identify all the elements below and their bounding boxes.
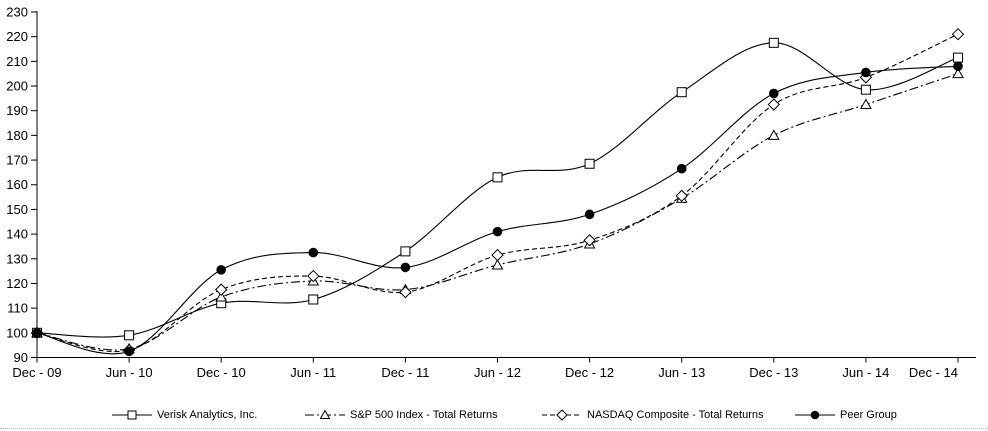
diamond-open-icon	[556, 409, 568, 421]
chart-legend: Verisk Analytics, Inc. S&P 500 Index - To…	[0, 404, 988, 428]
y-axis-tick-label: 150	[6, 202, 28, 217]
data-point-nasdaq-composite-total-returns	[951, 27, 965, 41]
data-point-s-p-500-index-total-returns	[215, 291, 228, 302]
y-axis-tick-label: 110	[7, 301, 28, 316]
data-point-peer-group	[216, 265, 226, 275]
data-point-verisk-analytics-inc	[676, 87, 687, 98]
x-axis-tick-label: Dec - 10	[197, 365, 246, 380]
square-open-icon	[127, 410, 137, 420]
series-line-s-p-500-index-total-returns	[36, 73, 959, 351]
data-point-peer-group	[676, 163, 687, 174]
y-axis-tick-label: 220	[6, 29, 28, 44]
y-axis-tick-label: 180	[6, 128, 28, 143]
y-axis-tick-label: 90	[14, 350, 28, 365]
data-point-verisk-analytics-inc	[953, 52, 963, 63]
data-point-s-p-500-index-total-returns	[952, 67, 964, 79]
y-axis-tick-label: 100	[6, 325, 28, 340]
x-axis-tick-label: Jun - 12	[474, 365, 521, 380]
data-point-nasdaq-composite-total-returns	[214, 283, 228, 296]
data-point-verisk-analytics-inc	[584, 158, 595, 169]
data-point-s-p-500-index-total-returns	[491, 258, 504, 270]
legend-item-peer-group: Peer Group	[795, 408, 897, 422]
data-point-verisk-analytics-inc	[492, 172, 503, 183]
data-point-nasdaq-composite-total-returns	[675, 189, 688, 203]
data-point-verisk-analytics-inc	[860, 84, 871, 95]
y-axis-tick-label: 190	[6, 103, 28, 118]
data-point-peer-group	[584, 209, 595, 220]
x-axis-tick-label: Jun - 14	[842, 365, 889, 380]
x-axis-tick-label: Dec - 09	[12, 365, 61, 380]
data-point-s-p-500-index-total-returns	[767, 129, 780, 140]
x-axis-tick-label: Dec - 14	[909, 365, 958, 380]
data-point-peer-group	[492, 226, 503, 237]
y-axis-tick-label: 160	[6, 177, 28, 192]
data-point-verisk-analytics-inc	[308, 294, 319, 305]
circle-filled-legend-icon	[795, 410, 835, 420]
y-axis-tick-label: 210	[6, 54, 28, 69]
legend-label: S&P 500 Index - Total Returns	[350, 409, 498, 421]
x-axis-tick-label: Jun - 13	[658, 365, 705, 380]
data-point-peer-group	[400, 262, 411, 273]
y-axis-tick-label: 130	[6, 251, 28, 266]
x-axis-tick-label: Jun - 10	[106, 365, 153, 380]
data-point-peer-group	[769, 88, 779, 99]
legend-label: Verisk Analytics, Inc.	[157, 409, 258, 421]
y-axis-tick-label: 170	[6, 153, 28, 168]
square-open-legend-icon	[112, 410, 152, 420]
series-line-nasdaq-composite-total-returns	[36, 33, 959, 352]
legend-item-s-p-500-index-total-returns: S&P 500 Index - Total Returns	[305, 408, 498, 422]
data-point-nasdaq-composite-total-returns	[767, 98, 781, 111]
x-axis-tick-label: Dec - 11	[381, 365, 429, 380]
x-axis-tick-label: Dec - 13	[749, 365, 798, 380]
legend-label: Peer Group	[840, 409, 897, 421]
data-point-nasdaq-composite-total-returns	[399, 285, 412, 299]
data-point-peer-group	[124, 346, 134, 357]
legend-item-nasdaq-composite-total-returns: NASDAQ Composite - Total Returns	[542, 408, 763, 422]
triangle-open-icon	[319, 409, 331, 419]
chart-plot-area: 90 100 110 120 130 140 150 160 170 180 190 200 210 22…	[6, 4, 976, 380]
legend-label: NASDAQ Composite - Total Returns	[587, 409, 764, 421]
data-point-s-p-500-index-total-returns	[860, 98, 872, 110]
circle-filled-icon	[810, 410, 820, 420]
y-axis-tick-label: 140	[6, 227, 28, 242]
x-axis-tick-label: Dec - 12	[565, 365, 614, 380]
y-axis-tick-label: 230	[6, 4, 28, 19]
series-line-verisk-analytics-inc	[36, 42, 959, 338]
data-point-nasdaq-composite-total-returns	[583, 234, 596, 247]
data-point-peer-group	[861, 67, 871, 78]
data-point-peer-group	[953, 61, 963, 72]
x-axis-tick-label: Jun - 11	[290, 365, 336, 380]
y-axis-tick-label: 120	[6, 276, 28, 291]
data-point-peer-group	[308, 247, 319, 258]
data-point-peer-group	[32, 328, 42, 338]
data-point-verisk-analytics-inc	[400, 246, 411, 257]
data-point-nasdaq-composite-total-returns	[491, 248, 504, 262]
data-point-verisk-analytics-inc	[124, 330, 135, 341]
series-line-peer-group	[36, 65, 959, 355]
y-axis-tick-label: 200	[6, 79, 28, 94]
diamond-open-legend-icon	[542, 409, 582, 421]
data-point-verisk-analytics-inc	[768, 37, 779, 48]
bottom-divider	[0, 428, 988, 429]
data-point-nasdaq-composite-total-returns	[307, 269, 320, 283]
triangle-open-legend-icon	[305, 409, 345, 419]
legend-item-verisk-analytics-inc: Verisk Analytics, Inc.	[112, 408, 257, 422]
